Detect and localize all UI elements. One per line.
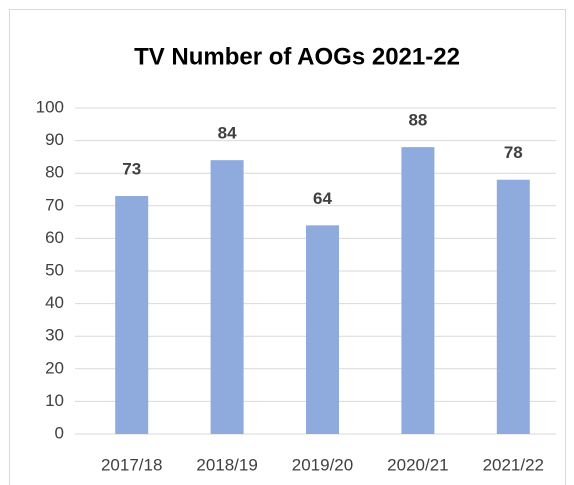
y-tick-label: 30 (45, 326, 64, 345)
y-tick-label: 90 (45, 130, 64, 149)
bar (401, 147, 435, 434)
x-tick-label: 2020/21 (387, 455, 448, 474)
y-tick-label: 10 (45, 391, 64, 410)
bar (496, 179, 530, 434)
bar (115, 196, 149, 434)
y-tick-label: 60 (45, 228, 64, 247)
y-tick-label: 50 (45, 260, 64, 279)
data-label: 73 (122, 160, 141, 179)
y-tick-label: 100 (36, 97, 64, 116)
bar (306, 225, 339, 434)
y-tick-label: 20 (45, 358, 64, 377)
y-tick-label: 70 (45, 195, 64, 214)
data-label: 64 (313, 189, 332, 208)
data-label: 84 (218, 124, 237, 143)
y-tick-label: 40 (45, 293, 64, 312)
data-label: 88 (408, 111, 427, 130)
x-tick-label: 2017/18 (101, 455, 162, 474)
x-tick-label: 2019/20 (292, 455, 353, 474)
chart-border (9, 9, 566, 485)
y-tick-label: 0 (55, 423, 64, 442)
bar (210, 160, 244, 434)
chart-title: TV Number of AOGs 2021-22 (134, 43, 460, 70)
x-tick-label: 2018/19 (196, 455, 257, 474)
x-tick-label: 2021/22 (483, 455, 544, 474)
data-label: 78 (504, 143, 523, 162)
y-tick-label: 80 (45, 163, 64, 182)
